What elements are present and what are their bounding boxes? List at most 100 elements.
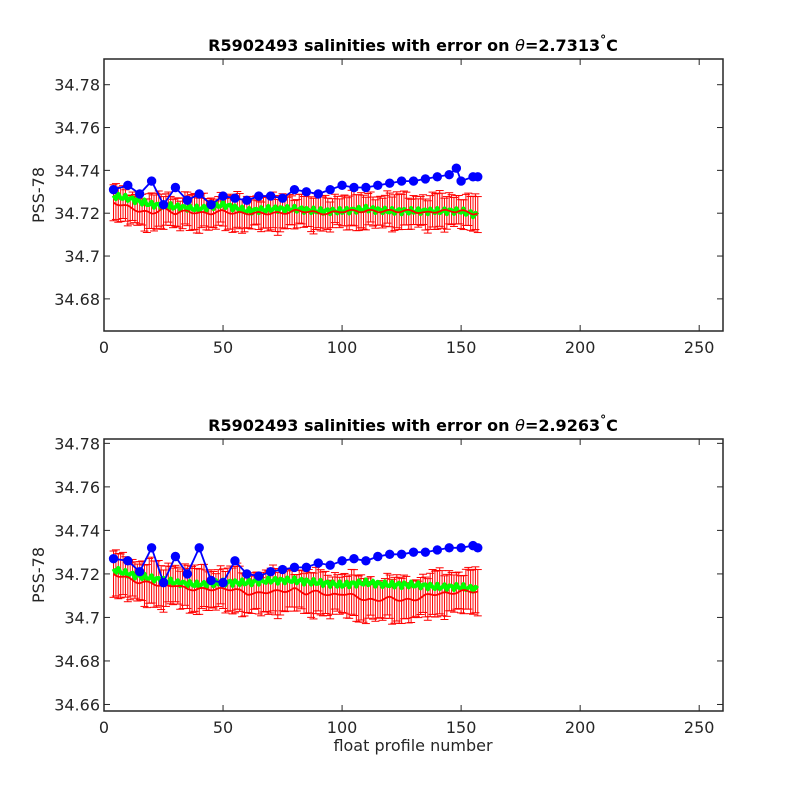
top-chart-title: R5902493 salinities with error on θ=2.73… — [208, 33, 618, 55]
bottom-float-salinity-point — [456, 543, 466, 553]
bottom-float-salinity-point — [361, 556, 371, 566]
bottom-float-salinity-point — [123, 556, 133, 566]
top-float-salinity-point — [289, 184, 300, 195]
bottom-y-tick-label: 34.76 — [54, 478, 100, 497]
top-float-salinity-point — [170, 182, 181, 193]
top-float-salinity-point — [313, 189, 323, 199]
top-float-salinity-point — [408, 176, 419, 186]
top-plot-area — [104, 59, 723, 331]
top-float-salinity-point — [182, 195, 193, 206]
bottom-x-axis-label: float profile number — [333, 736, 493, 755]
bottom-float-salinity-point — [277, 564, 288, 575]
bottom-float-salinity-point — [473, 543, 483, 553]
top-float-salinity-point — [396, 176, 407, 186]
top-y-tick-label: 34.76 — [54, 119, 100, 138]
top-float-salinity-point — [242, 195, 252, 206]
bottom-float-salinity-point — [265, 567, 276, 577]
bottom-float-salinity-point — [194, 543, 204, 553]
bottom-float-salinity-point — [254, 571, 264, 581]
bottom-float-salinity-point — [158, 577, 169, 588]
bottom-float-salinity-point — [170, 551, 181, 562]
top-data-series — [108, 163, 483, 236]
bottom-x-tick-label: 200 — [565, 718, 596, 737]
bottom-y-axis-label: PSS-78 — [29, 547, 48, 603]
bottom-float-salinity-point — [313, 558, 323, 568]
top-y-tick-label: 34.74 — [54, 161, 100, 180]
top-y-tick-label: 34.78 — [54, 76, 100, 95]
bottom-y-tick-label: 34.74 — [54, 521, 100, 540]
top-x-tick-label: 50 — [213, 338, 233, 357]
bottom-float-salinity-point — [337, 556, 347, 566]
bottom-mapped-salinity-line — [111, 565, 479, 594]
top-axes: 0 50 100 150 200 250 34.68 34.7 34.72 34.74 34.76 3… — [54, 58, 724, 357]
bottom-y-tick-label: 34.7 — [64, 608, 100, 627]
top-float-salinity-point — [194, 189, 204, 199]
bottom-float-salinity-point — [384, 549, 395, 560]
top-float-salinity-point — [218, 191, 228, 201]
top-float-salinity-point — [135, 189, 145, 199]
bottom-y-tick-label: 34.72 — [54, 565, 100, 584]
top-float-salinity-point — [420, 174, 431, 184]
bottom-axes-box — [103, 438, 724, 712]
bottom-y-tick-label: 34.66 — [54, 695, 100, 714]
top-float-salinity-point — [361, 182, 371, 193]
bottom-float-salinity-point — [432, 545, 443, 555]
bottom-float-salinity-point — [301, 562, 312, 573]
top-x-tick-label: 250 — [684, 338, 715, 357]
bottom-y-tick-label: 34.68 — [54, 652, 100, 671]
top-float-salinity-point — [301, 187, 312, 197]
bottom-axes: 0 50 100 150 200 250 34.66 34.68 34.7 34.72 34.74 3… — [54, 434, 724, 737]
bottom-float-salinity-point — [108, 553, 119, 564]
bottom-float-salinity-point — [242, 569, 252, 579]
top-float-salinity-point — [254, 191, 264, 201]
top-x-tick-label: 0 — [99, 338, 109, 357]
bottom-float-salinity-point — [218, 577, 228, 588]
bottom-salinity-panel: 0 50 100 150 200 250 34.66 34.68 34.7 34.72 34.74 3… — [29, 413, 724, 755]
top-y-axis-label: PSS-78 — [29, 167, 48, 223]
bottom-float-salinity-point — [349, 553, 359, 564]
top-float-salinity-point — [277, 193, 288, 203]
bottom-float-salinity-point — [408, 547, 419, 557]
top-salinity-panel: 0 50 100 150 200 250 34.68 34.7 34.72 34.74 34.76 3… — [29, 33, 724, 357]
top-float-salinity-point — [451, 163, 462, 173]
top-float-salinity-point — [146, 176, 157, 186]
bottom-float-salinity-point — [135, 567, 145, 577]
bottom-float-salinity-point — [420, 547, 431, 557]
top-float-salinity-point — [158, 199, 169, 210]
top-y-tick-label: 34.7 — [64, 247, 100, 266]
bottom-calibrated-salinity-line — [113, 573, 479, 602]
bottom-float-salinity-point — [230, 556, 240, 566]
top-x-tick-label: 100 — [327, 338, 358, 357]
bottom-x-tick-label: 100 — [327, 718, 358, 737]
top-float-salinity-point — [432, 172, 443, 182]
bottom-x-tick-label: 0 — [99, 718, 109, 737]
top-axes-box — [103, 58, 724, 332]
bottom-x-tick-label: 150 — [446, 718, 477, 737]
top-float-salinity-point — [456, 176, 466, 186]
top-float-salinity-point — [473, 172, 483, 182]
top-calibrated-salinity-line — [113, 201, 479, 216]
top-float-salinity-point — [123, 180, 133, 191]
top-float-salinity-point — [349, 182, 359, 193]
top-x-tick-label: 200 — [565, 338, 596, 357]
top-float-salinity-point — [108, 184, 119, 195]
bottom-float-salinity-point — [444, 543, 454, 553]
bottom-float-salinity-point — [325, 560, 335, 570]
top-float-salinity-point — [265, 191, 276, 201]
bottom-plot-area — [104, 439, 723, 711]
bottom-float-salinity-point — [373, 551, 383, 562]
top-y-tick-label: 34.72 — [54, 204, 100, 223]
bottom-data-series — [108, 540, 483, 625]
top-float-salinity-point — [337, 180, 347, 191]
top-float-salinity-point — [206, 199, 216, 210]
bottom-x-tick-label: 250 — [684, 718, 715, 737]
bottom-y-tick-label: 34.78 — [54, 434, 100, 453]
top-float-salinity-point — [444, 169, 454, 180]
top-float-salinity-point — [384, 178, 395, 188]
bottom-float-salinity-point — [182, 569, 193, 579]
bottom-float-salinity-point — [206, 575, 216, 586]
bottom-float-salinity-point — [396, 549, 407, 560]
top-x-tick-label: 150 — [446, 338, 477, 357]
